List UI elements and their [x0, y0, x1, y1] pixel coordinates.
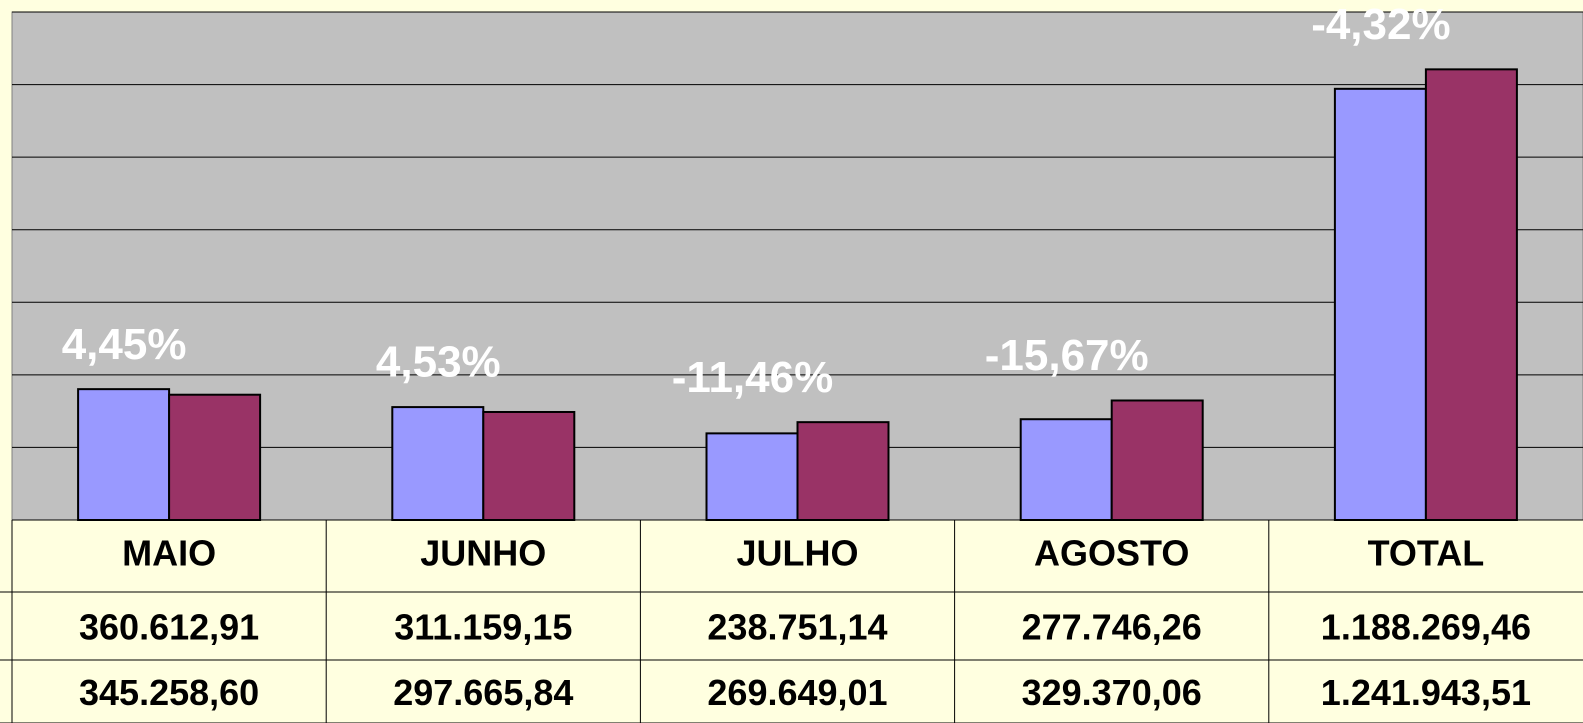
value-label: 345.258,60 [79, 672, 259, 713]
value-label: 1.188.269,46 [1321, 607, 1531, 648]
category-label: JULHO [736, 533, 858, 574]
category-label: TOTAL [1368, 533, 1485, 574]
bar [1333, 87, 1427, 521]
value-label: 297.665,84 [393, 672, 573, 713]
change-label: -4,32% [1311, 0, 1450, 49]
bar [1019, 418, 1113, 521]
value-label: 277.746,26 [1022, 607, 1202, 648]
bar [168, 393, 262, 522]
change-label: -11,46% [672, 353, 833, 402]
bar [391, 406, 485, 522]
value-label: 360.612,91 [79, 607, 259, 648]
value-label: 269.649,01 [707, 672, 887, 713]
value-label: 1.241.943,51 [1321, 672, 1531, 713]
category-label: JUNHO [420, 533, 546, 574]
bar [1424, 68, 1518, 521]
change-label: 4,53% [376, 338, 501, 387]
category-label: AGOSTO [1034, 533, 1189, 574]
bar [1110, 399, 1204, 521]
value-label: 329.370,06 [1022, 672, 1202, 713]
change-label: 4,45% [62, 320, 187, 369]
bar [77, 388, 171, 521]
bar [796, 421, 890, 522]
bar [705, 432, 799, 521]
value-label: 311.159,15 [394, 607, 572, 648]
category-label: MAIO [122, 533, 216, 574]
value-label: 238.751,14 [707, 607, 887, 648]
bar [482, 410, 576, 522]
change-label: -15,67% [985, 331, 1149, 380]
